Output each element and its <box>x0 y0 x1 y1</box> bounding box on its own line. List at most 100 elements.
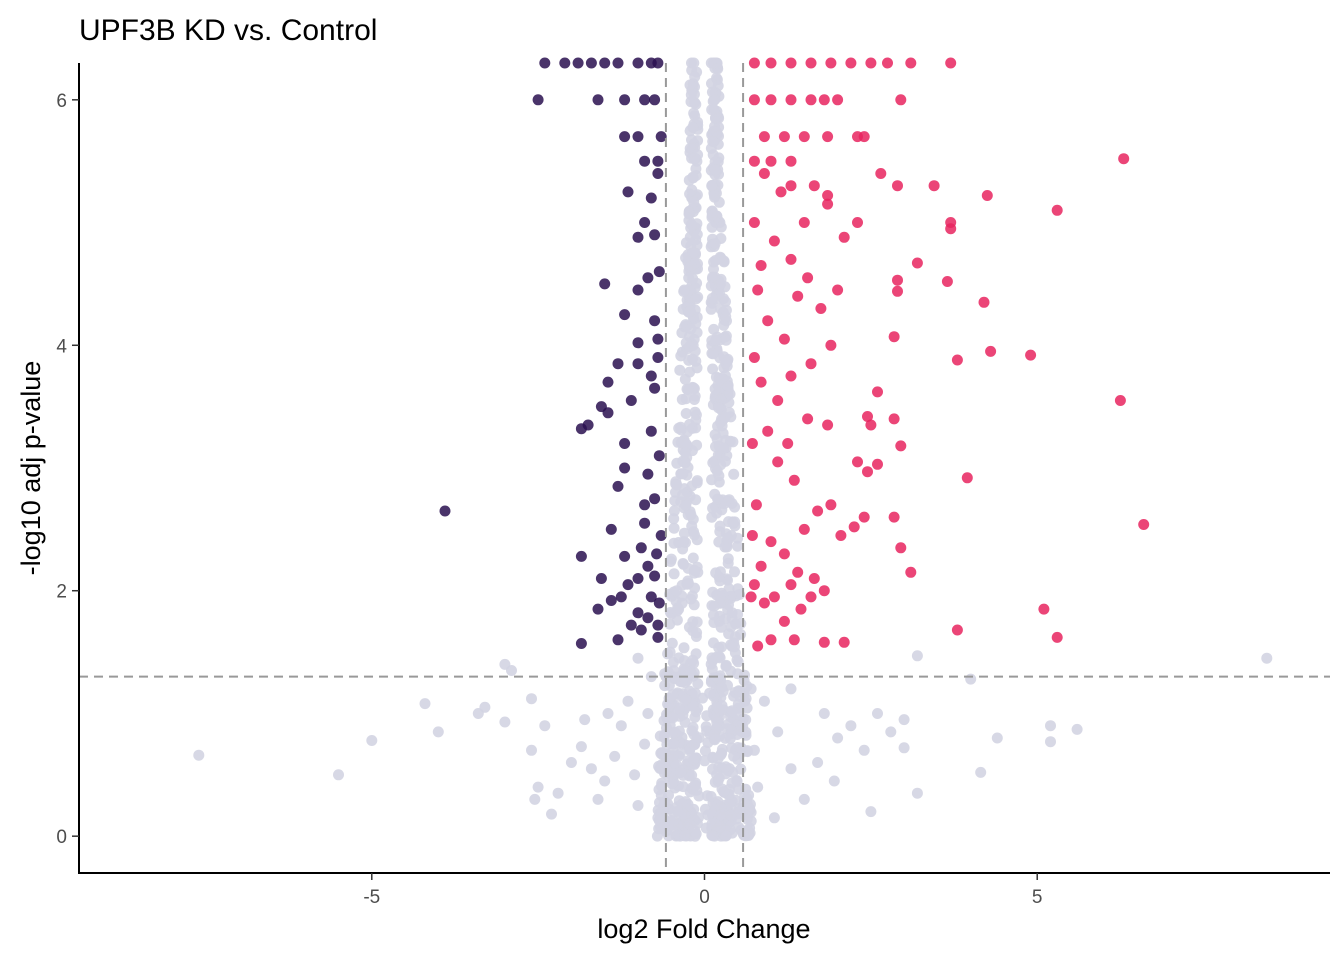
data-point-ns <box>674 364 686 376</box>
data-point-ns <box>642 708 654 719</box>
data-point-down <box>592 94 604 106</box>
data-point-down <box>655 131 667 143</box>
data-point-up <box>1038 603 1050 615</box>
data-point-ns <box>705 303 717 315</box>
data-point-ns <box>708 323 720 335</box>
data-point-ns <box>676 394 688 405</box>
data-point-ns <box>713 642 725 654</box>
data-point-ns <box>832 732 844 744</box>
data-point-ns <box>911 650 923 662</box>
data-point-ns <box>1261 652 1273 664</box>
data-point-ns <box>683 818 695 830</box>
data-point-up <box>785 57 797 69</box>
data-point-ns <box>739 669 750 681</box>
data-point-ns <box>655 747 667 759</box>
data-point-ns <box>602 708 614 719</box>
data-point-ns <box>655 789 667 801</box>
data-point-ns <box>679 447 691 458</box>
data-point-down <box>592 603 604 615</box>
data-point-ns <box>655 763 667 775</box>
data-point-down <box>632 284 644 296</box>
data-point-down <box>619 462 631 474</box>
data-point-down <box>645 425 657 437</box>
data-point-up <box>1051 204 1063 216</box>
data-point-up <box>862 411 873 422</box>
data-point-ns <box>818 708 830 719</box>
data-point-ns <box>676 597 688 609</box>
data-point-ns <box>667 689 679 701</box>
data-point-ns <box>679 830 691 842</box>
data-point-ns <box>682 384 694 396</box>
data-point-ns <box>728 750 740 762</box>
data-point-up <box>895 542 907 554</box>
data-point-down <box>595 573 607 584</box>
data-point-ns <box>1045 736 1056 748</box>
data-point-down <box>619 94 631 106</box>
data-point-down <box>585 57 597 69</box>
data-point-up <box>755 260 767 271</box>
data-point-ns <box>713 402 724 414</box>
data-point-down <box>602 376 614 388</box>
data-point-up <box>818 636 830 648</box>
data-point-ns <box>684 305 696 317</box>
data-point-ns <box>669 495 681 507</box>
data-point-ns <box>609 750 621 762</box>
data-point-up <box>798 217 810 228</box>
data-point-ns <box>592 793 604 805</box>
data-point-down <box>632 573 644 584</box>
data-point-up <box>758 597 770 609</box>
data-point-ns <box>669 671 681 683</box>
data-point-ns <box>711 717 723 728</box>
data-point-down <box>645 591 657 603</box>
data-point-ns <box>690 163 702 175</box>
data-point-ns <box>706 209 718 221</box>
data-point-ns <box>680 252 692 264</box>
data-point-up <box>762 315 774 327</box>
data-point-up <box>785 253 797 265</box>
data-point-ns <box>898 714 910 726</box>
data-point-ns <box>715 393 727 405</box>
data-point-ns <box>680 337 692 349</box>
data-point-up <box>772 456 784 468</box>
data-point-ns <box>654 730 666 742</box>
data-point-ns <box>682 575 694 587</box>
data-point-down <box>612 480 624 492</box>
data-point-ns <box>656 780 667 792</box>
data-point-up <box>951 354 963 366</box>
data-point-up <box>746 530 758 541</box>
data-point-down <box>612 634 624 646</box>
data-point-ns <box>685 509 697 521</box>
data-point-ns <box>911 787 923 799</box>
data-point-ns <box>740 714 752 726</box>
data-point-ns <box>684 418 695 430</box>
data-point-down <box>625 619 637 631</box>
data-point-ns <box>690 355 702 367</box>
data-point-ns <box>689 345 701 357</box>
data-point-up <box>785 155 797 167</box>
data-point-ns <box>693 790 705 802</box>
data-point-down <box>639 517 651 529</box>
data-point-ns <box>701 710 713 722</box>
y-tick-label: 2 <box>56 582 67 603</box>
data-point-ns <box>684 79 696 91</box>
data-point-up <box>872 458 883 470</box>
data-point-ns <box>689 71 701 83</box>
data-point-ns <box>713 772 725 784</box>
data-point-ns <box>718 255 730 267</box>
data-point-up <box>748 57 760 69</box>
data-point-down <box>632 57 644 69</box>
data-point-ns <box>687 552 699 564</box>
data-point-up <box>768 235 780 247</box>
data-point-up <box>872 386 883 398</box>
data-point-down <box>642 272 654 284</box>
data-point-ns <box>715 749 727 761</box>
data-point-down <box>652 57 664 69</box>
data-point-up <box>951 624 963 636</box>
data-point-ns <box>716 682 728 694</box>
data-point-up <box>812 505 824 517</box>
data-point-ns <box>709 164 721 176</box>
data-point-ns <box>712 672 723 684</box>
data-point-ns <box>706 292 718 304</box>
data-point-up <box>768 591 780 603</box>
data-point-ns <box>715 809 727 821</box>
